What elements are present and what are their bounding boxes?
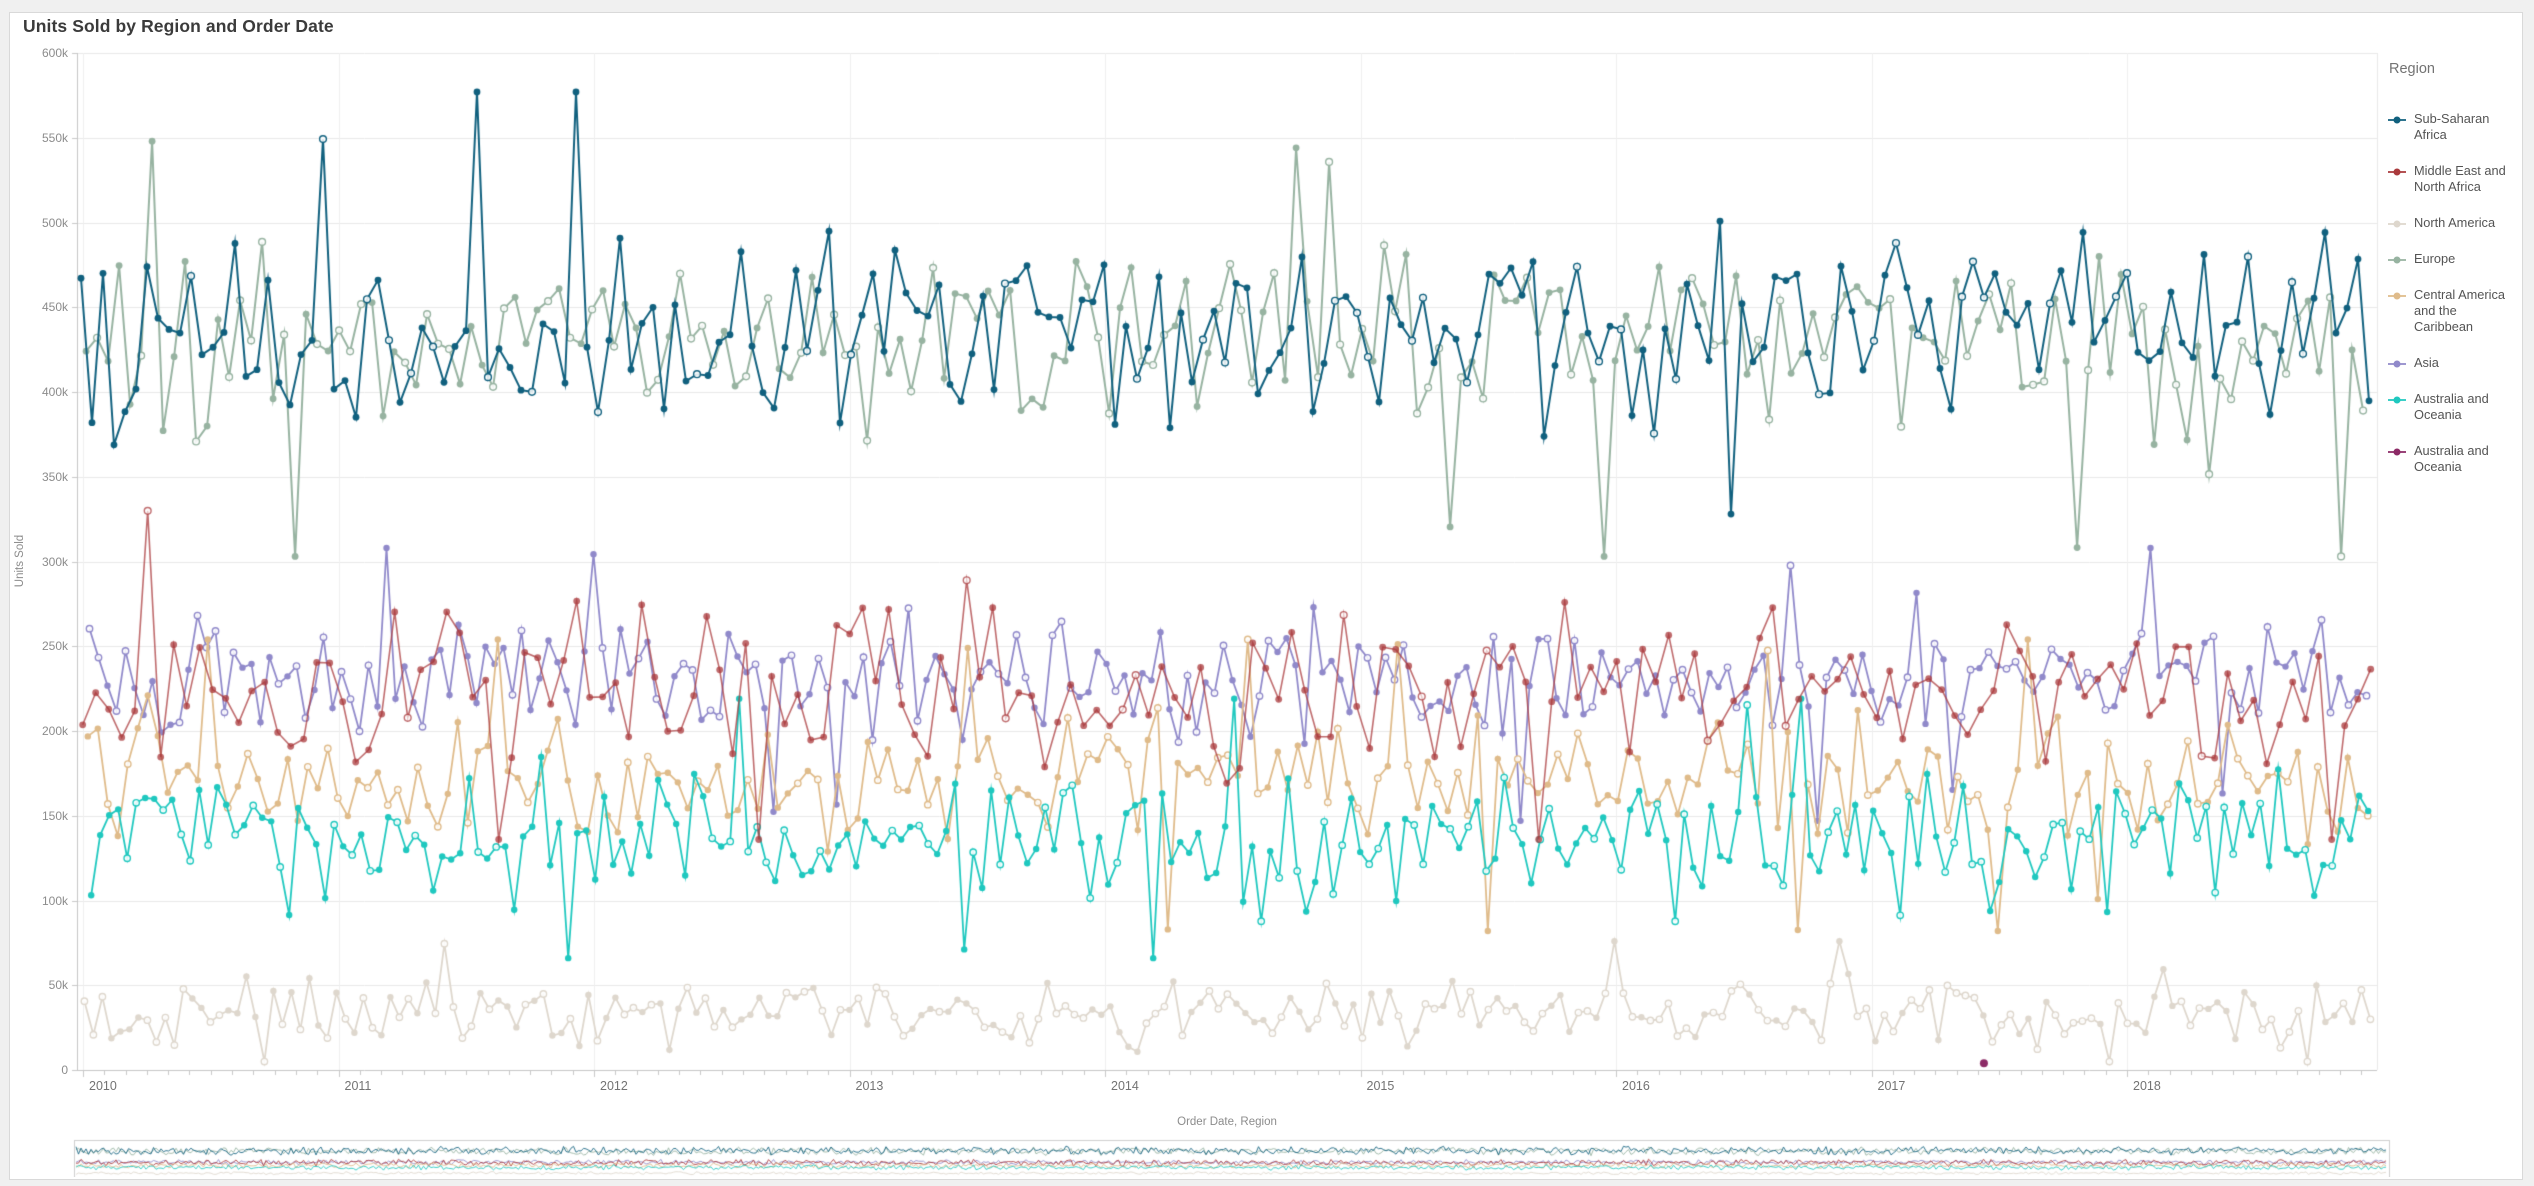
legend-item-label: Asia (2414, 355, 2439, 370)
y-tick-label: 0 (61, 1063, 68, 1077)
x-tick-label: 2012 (600, 1079, 628, 1093)
x-tick-label: 2017 (1877, 1079, 1906, 1093)
legend-item-7[interactable]: Australia and Oceania (2387, 443, 2517, 475)
legend-line-dot-icon (2388, 256, 2406, 264)
y-tick-label: 100k (41, 893, 68, 908)
legend-item-6[interactable]: Australia and Oceania (2387, 391, 2517, 423)
legend-item-1[interactable]: Middle East and North Africa (2387, 163, 2517, 195)
legend-line-dot-icon (2388, 292, 2406, 300)
y-tick-label: 350k (41, 469, 68, 484)
legend-line-dot-icon (2388, 396, 2406, 404)
y-tick-label: 50k (48, 978, 68, 993)
x-tick-label: 2011 (344, 1079, 372, 1093)
legend-item-0[interactable]: Sub-Saharan Africa (2387, 111, 2517, 143)
y-tick-label: 250k (41, 639, 68, 654)
x-tick-label: 2016 (1622, 1079, 1650, 1093)
y-tick-label: 600k (41, 46, 68, 60)
legend-item-label: North America (2414, 215, 2496, 230)
legend-item-label: Central America and the Caribbean (2414, 287, 2506, 334)
x-tick-label: 2010 (89, 1079, 117, 1093)
x-tick-label: 2014 (1111, 1079, 1139, 1093)
legend-item-label: Australia and Oceania (2414, 391, 2489, 422)
y-tick-label: 300k (41, 554, 68, 569)
chart-card: Units Sold by Region and Order Date 050k… (9, 12, 2523, 1180)
y-tick-label: 450k (41, 300, 68, 315)
legend-item-4[interactable]: Central America and the Caribbean (2387, 287, 2517, 335)
legend-title: Region (2389, 61, 2435, 77)
legend-item-label: Sub-Saharan Africa (2414, 111, 2490, 142)
legend-item-label: Europe (2414, 251, 2456, 266)
legend-line-dot-icon (2388, 116, 2406, 124)
legend: Region Sub-Saharan Africa Middle East and… (2387, 61, 2517, 495)
y-tick-label: 500k (41, 215, 68, 230)
legend-item-5[interactable]: Asia (2387, 355, 2517, 371)
y-tick-label: 400k (41, 385, 68, 399)
legend-line-dot-icon (2388, 360, 2406, 368)
x-tick-label: 2015 (1366, 1079, 1395, 1093)
legend-item-label: Middle East and North Africa (2414, 163, 2506, 194)
x-tick-label: 2018 (2133, 1079, 2161, 1093)
legend-item-label: Australia and Oceania (2414, 443, 2489, 474)
y-tick-label: 550k (41, 130, 68, 145)
x-tick-label: 2013 (855, 1079, 884, 1093)
legend-line-dot-icon (2388, 448, 2406, 456)
main-chart-canvas[interactable] (10, 13, 2520, 1113)
y-tick-label: 200k (41, 724, 68, 738)
legend-line-dot-icon (2388, 168, 2406, 176)
legend-item-3[interactable]: Europe (2387, 251, 2517, 267)
y-tick-label: 150k (41, 808, 68, 823)
legend-item-2[interactable]: North America (2387, 215, 2517, 231)
y-axis-title: Units Sold (14, 534, 26, 588)
legend-items: Sub-Saharan Africa Middle East and North … (2387, 111, 2517, 475)
x-axis-title: Order Date, Region (1177, 1116, 1277, 1128)
legend-line-dot-icon (2388, 220, 2406, 228)
